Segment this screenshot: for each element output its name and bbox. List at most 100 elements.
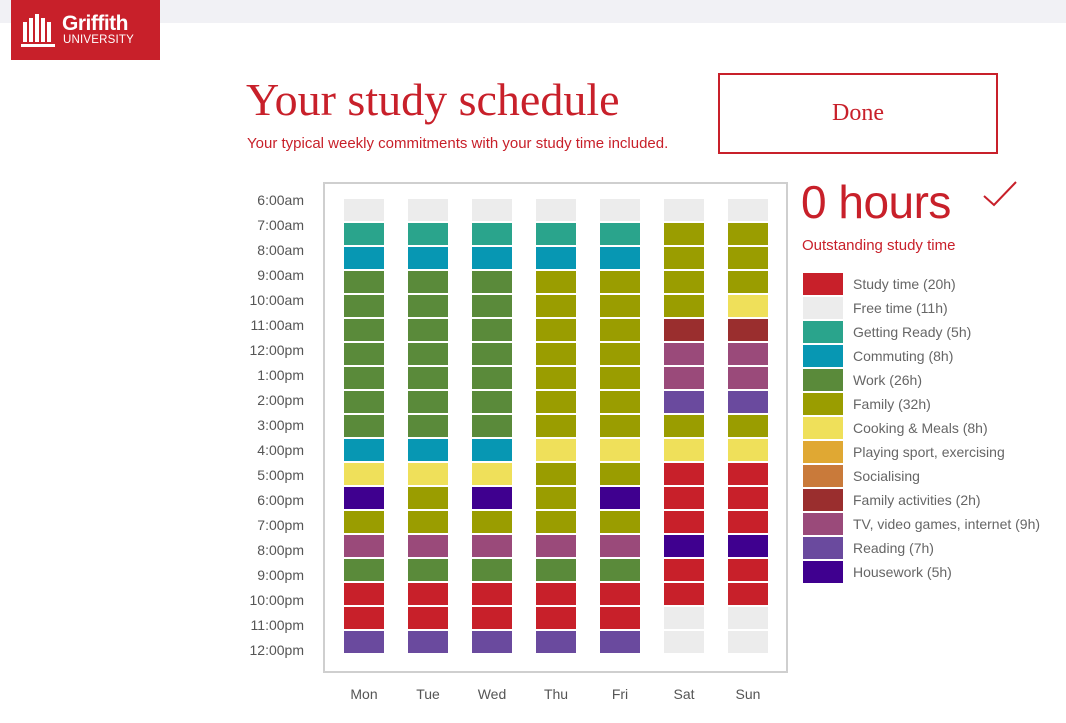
schedule-cell[interactable]	[664, 511, 704, 533]
schedule-cell[interactable]	[728, 343, 768, 365]
schedule-cell[interactable]	[600, 271, 640, 293]
schedule-cell[interactable]	[408, 223, 448, 245]
schedule-cell[interactable]	[536, 559, 576, 581]
schedule-cell[interactable]	[408, 559, 448, 581]
schedule-cell[interactable]	[728, 631, 768, 653]
schedule-cell[interactable]	[472, 199, 512, 221]
schedule-cell[interactable]	[600, 199, 640, 221]
schedule-cell[interactable]	[472, 439, 512, 461]
schedule-cell[interactable]	[344, 199, 384, 221]
schedule-cell[interactable]	[344, 247, 384, 269]
schedule-cell[interactable]	[536, 199, 576, 221]
schedule-cell[interactable]	[600, 319, 640, 341]
schedule-cell[interactable]	[664, 583, 704, 605]
schedule-cell[interactable]	[472, 631, 512, 653]
schedule-cell[interactable]	[344, 439, 384, 461]
schedule-cell[interactable]	[344, 415, 384, 437]
schedule-cell[interactable]	[344, 631, 384, 653]
schedule-cell[interactable]	[600, 391, 640, 413]
schedule-cell[interactable]	[600, 559, 640, 581]
schedule-cell[interactable]	[472, 223, 512, 245]
schedule-cell[interactable]	[728, 295, 768, 317]
schedule-cell[interactable]	[536, 271, 576, 293]
schedule-cell[interactable]	[472, 271, 512, 293]
schedule-cell[interactable]	[728, 439, 768, 461]
schedule-cell[interactable]	[664, 367, 704, 389]
schedule-cell[interactable]	[536, 247, 576, 269]
schedule-cell[interactable]	[408, 247, 448, 269]
schedule-cell[interactable]	[664, 559, 704, 581]
schedule-cell[interactable]	[728, 247, 768, 269]
schedule-cell[interactable]	[536, 631, 576, 653]
schedule-cell[interactable]	[536, 583, 576, 605]
schedule-cell[interactable]	[408, 295, 448, 317]
schedule-cell[interactable]	[728, 223, 768, 245]
schedule-cell[interactable]	[408, 391, 448, 413]
schedule-cell[interactable]	[664, 199, 704, 221]
schedule-cell[interactable]	[664, 463, 704, 485]
schedule-cell[interactable]	[600, 535, 640, 557]
schedule-cell[interactable]	[728, 583, 768, 605]
schedule-cell[interactable]	[536, 535, 576, 557]
schedule-cell[interactable]	[472, 535, 512, 557]
schedule-cell[interactable]	[664, 631, 704, 653]
schedule-cell[interactable]	[728, 559, 768, 581]
schedule-cell[interactable]	[344, 271, 384, 293]
schedule-cell[interactable]	[536, 223, 576, 245]
schedule-cell[interactable]	[600, 511, 640, 533]
schedule-cell[interactable]	[536, 487, 576, 509]
schedule-cell[interactable]	[344, 391, 384, 413]
schedule-cell[interactable]	[472, 463, 512, 485]
schedule-cell[interactable]	[536, 295, 576, 317]
schedule-cell[interactable]	[664, 607, 704, 629]
schedule-cell[interactable]	[664, 223, 704, 245]
schedule-cell[interactable]	[664, 343, 704, 365]
schedule-cell[interactable]	[536, 463, 576, 485]
schedule-cell[interactable]	[536, 511, 576, 533]
schedule-cell[interactable]	[728, 415, 768, 437]
schedule-cell[interactable]	[344, 559, 384, 581]
schedule-cell[interactable]	[536, 415, 576, 437]
schedule-cell[interactable]	[344, 511, 384, 533]
schedule-cell[interactable]	[600, 607, 640, 629]
schedule-cell[interactable]	[536, 343, 576, 365]
schedule-cell[interactable]	[408, 631, 448, 653]
schedule-cell[interactable]	[472, 415, 512, 437]
schedule-cell[interactable]	[600, 295, 640, 317]
schedule-cell[interactable]	[664, 319, 704, 341]
schedule-cell[interactable]	[664, 439, 704, 461]
schedule-cell[interactable]	[728, 463, 768, 485]
schedule-cell[interactable]	[600, 487, 640, 509]
schedule-cell[interactable]	[536, 319, 576, 341]
schedule-cell[interactable]	[728, 319, 768, 341]
schedule-cell[interactable]	[600, 223, 640, 245]
schedule-cell[interactable]	[600, 343, 640, 365]
schedule-cell[interactable]	[536, 439, 576, 461]
schedule-cell[interactable]	[472, 295, 512, 317]
schedule-cell[interactable]	[728, 535, 768, 557]
schedule-cell[interactable]	[408, 439, 448, 461]
schedule-cell[interactable]	[344, 295, 384, 317]
schedule-cell[interactable]	[408, 487, 448, 509]
schedule-cell[interactable]	[472, 343, 512, 365]
griffith-logo[interactable]: Griffith UNIVERSITY	[11, 0, 160, 60]
schedule-cell[interactable]	[408, 367, 448, 389]
schedule-cell[interactable]	[344, 343, 384, 365]
schedule-cell[interactable]	[408, 607, 448, 629]
schedule-cell[interactable]	[600, 247, 640, 269]
schedule-cell[interactable]	[472, 607, 512, 629]
schedule-cell[interactable]	[728, 391, 768, 413]
schedule-cell[interactable]	[408, 415, 448, 437]
schedule-cell[interactable]	[472, 511, 512, 533]
schedule-cell[interactable]	[664, 247, 704, 269]
schedule-cell[interactable]	[344, 463, 384, 485]
schedule-cell[interactable]	[728, 367, 768, 389]
schedule-cell[interactable]	[728, 199, 768, 221]
schedule-cell[interactable]	[472, 319, 512, 341]
schedule-cell[interactable]	[344, 607, 384, 629]
schedule-cell[interactable]	[600, 439, 640, 461]
schedule-cell[interactable]	[472, 367, 512, 389]
schedule-cell[interactable]	[408, 535, 448, 557]
schedule-cell[interactable]	[408, 463, 448, 485]
schedule-cell[interactable]	[472, 487, 512, 509]
